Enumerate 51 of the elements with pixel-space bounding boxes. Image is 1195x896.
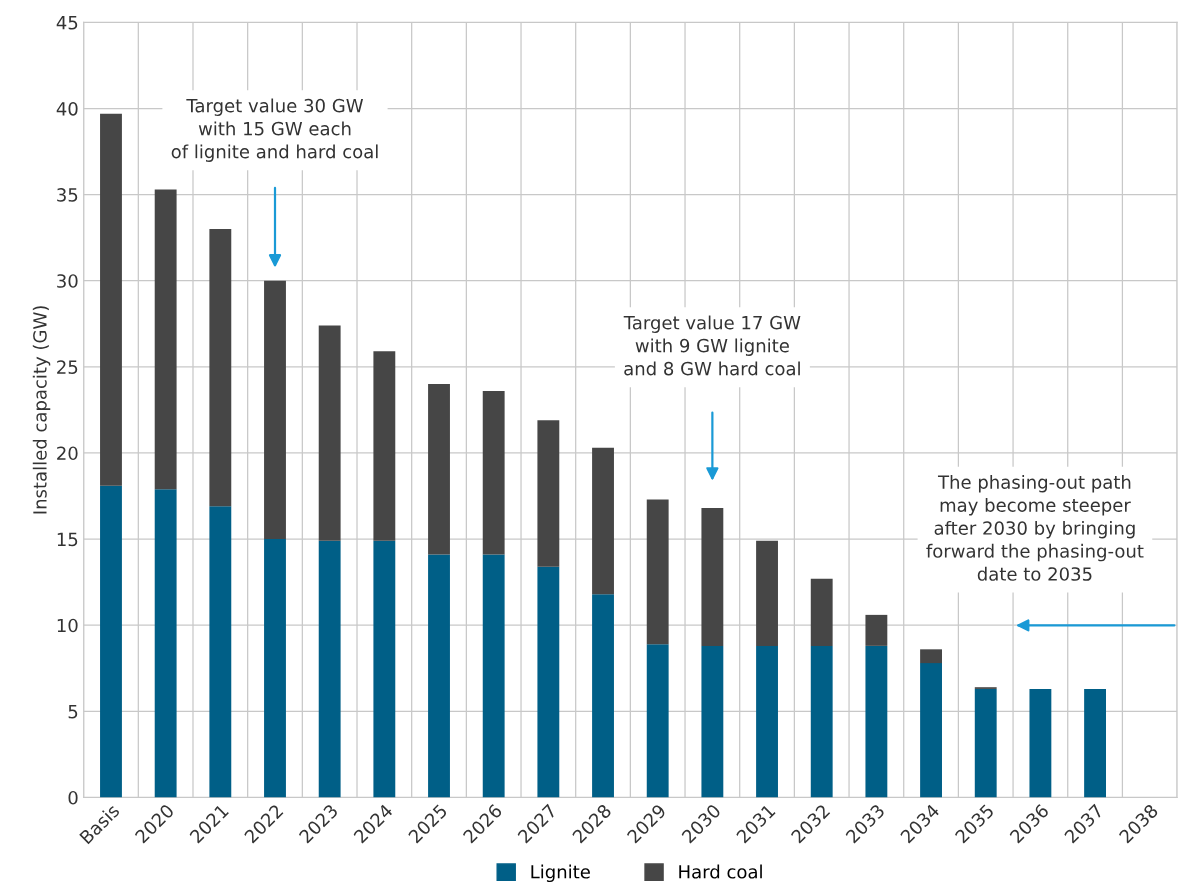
- bar: [920, 663, 942, 798]
- bar: [756, 540, 778, 646]
- bar: [482, 554, 505, 798]
- annotation: Target value 17 GW with 9 GW lignite and 8 GW hard coal: [623, 315, 801, 376]
- bar: [318, 325, 341, 541]
- y-tick-label: 10: [57, 618, 78, 633]
- bar: [920, 649, 942, 664]
- bar: [428, 384, 450, 555]
- bar: [537, 566, 560, 798]
- bar: [701, 645, 724, 798]
- y-axis-title: Installed capacity (GW): [32, 306, 51, 514]
- bar: [209, 506, 232, 798]
- bar: [974, 688, 997, 798]
- bar: [865, 614, 888, 646]
- y-tick-label: 20: [57, 446, 78, 461]
- bar: [592, 594, 614, 798]
- bar: [592, 447, 614, 595]
- legend-label: Hard coal: [679, 864, 762, 879]
- bar: [646, 499, 669, 645]
- bar: [154, 189, 177, 490]
- y-tick-label: 45: [56, 16, 78, 30]
- annotation: Target value 30 GW with 15 GW each of lignite and hard coal: [171, 98, 378, 162]
- bar: [865, 645, 888, 798]
- y-tick-label: 30: [57, 274, 78, 288]
- y-tick-label: 0: [68, 790, 78, 805]
- bar: [1084, 688, 1106, 798]
- bar: [537, 420, 560, 567]
- bar: [810, 578, 833, 646]
- bar: [756, 645, 778, 798]
- bar: [1029, 688, 1052, 798]
- bar: [209, 229, 232, 507]
- bar: [701, 508, 724, 646]
- bar: [100, 485, 122, 798]
- y-tick-label: 5: [68, 705, 78, 719]
- bar: [154, 489, 177, 798]
- bar: [264, 280, 286, 540]
- legend-label: Lignite: [531, 864, 590, 883]
- y-tick-label: 15: [57, 532, 78, 547]
- bar: [810, 645, 833, 798]
- bar: [318, 540, 341, 798]
- bar: [428, 554, 450, 798]
- bar: [373, 540, 396, 798]
- bar: [100, 113, 122, 486]
- y-tick-label: 35: [57, 188, 78, 202]
- bar: [264, 539, 286, 798]
- y-tick-label: 40: [56, 101, 78, 116]
- bar: [482, 390, 505, 555]
- y-tick-label: 25: [57, 360, 78, 374]
- bar: [373, 351, 396, 541]
- annotation: The phasing-out path may become steeper after 2030 by bringing forward the phasing-out date to 2035: [926, 474, 1144, 581]
- bar: [646, 644, 669, 798]
